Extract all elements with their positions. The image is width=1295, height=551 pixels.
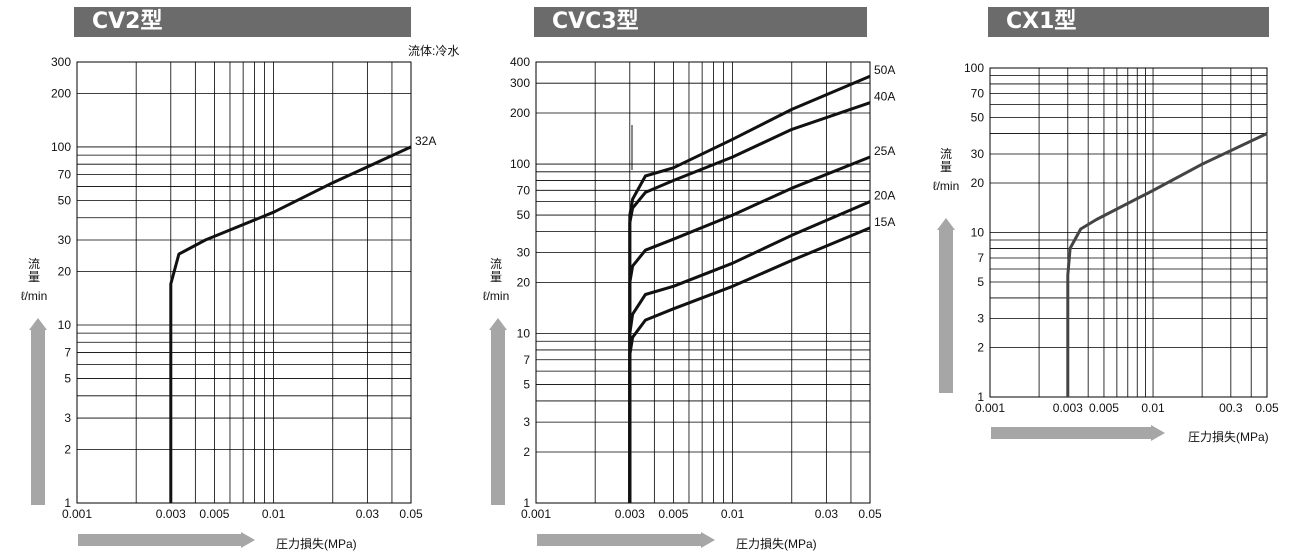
y-axis-arrow — [937, 218, 955, 393]
y-axis-arrow — [489, 318, 507, 505]
y-tick-label: 300 — [51, 55, 71, 69]
x-tick-label: 0.05 — [399, 507, 423, 521]
y-tick-label: 5 — [977, 275, 984, 289]
chart-2: 1 2 3 5 7 10 20 30 50 70 100 0.001 0.003 0.005 0.01 00.… — [933, 61, 1279, 444]
x-tick-label: 0.03 — [356, 507, 380, 521]
y-tick-label: 5 — [523, 378, 530, 392]
y-tick-label: 300 — [510, 76, 530, 90]
x-tick-label: 0.001 — [975, 401, 1005, 415]
y-axis-label-char: 流 — [490, 257, 502, 271]
x-tick-label: 0.01 — [262, 507, 286, 521]
x-tick-label: 0.005 — [199, 507, 229, 521]
series-label: 20A — [874, 189, 895, 203]
x-tick-label: 0.05 — [858, 507, 882, 521]
y-tick-label: 200 — [510, 106, 530, 120]
y-tick-label: 70 — [517, 183, 531, 197]
fluid-note: 流体:冷水 — [408, 44, 460, 58]
y-tick-label: 2 — [523, 445, 530, 459]
x-tick-label: 00.3 — [1219, 401, 1243, 415]
series-line-25A — [628, 155, 871, 503]
series-label: 32A — [415, 134, 436, 148]
y-tick-label: 10 — [971, 226, 985, 240]
series-label: 15A — [874, 215, 895, 229]
x-tick-label: 0.001 — [521, 507, 551, 521]
y-tick-label: 7 — [977, 251, 984, 265]
y-tick-label: 2 — [977, 340, 984, 354]
y-tick-label: 3 — [64, 411, 71, 425]
y-tick-label: 30 — [971, 147, 985, 161]
chart-0: 1 2 3 5 7 10 20 30 50 70 100 200 300 0.001 0.003 0.005 0… — [21, 55, 437, 551]
x-tick-label: 0.003 — [1053, 401, 1083, 415]
y-tick-label: 100 — [51, 140, 71, 154]
chart-1: 1 2 3 5 7 10 20 30 50 70 100 200 300 400 0.001 0.003 0.0… — [483, 55, 896, 551]
y-tick-label: 7 — [523, 353, 530, 367]
x-tick-label: 0.001 — [62, 507, 92, 521]
y-tick-label: 400 — [510, 55, 530, 69]
chart-title-cx1: CX1型 — [988, 7, 1269, 37]
x-tick-label: 0.005 — [658, 507, 688, 521]
y-tick-label: 2 — [64, 442, 71, 456]
y-tick-label: 30 — [58, 233, 72, 247]
chart-title-cv2: CV2型 — [74, 7, 411, 37]
x-axis-arrow — [537, 532, 715, 548]
series-line-20A — [628, 200, 871, 503]
series-label: 50A — [874, 63, 895, 77]
y-tick-label: 20 — [517, 276, 531, 290]
y-tick-label: 50 — [517, 208, 531, 222]
y-axis-label-char: 流 — [940, 147, 952, 161]
series-line-main — [1066, 132, 1268, 397]
x-tick-label: 0.03 — [815, 507, 839, 521]
y-axis-label-char: 量 — [28, 270, 40, 284]
series-line-40A — [628, 101, 871, 503]
y-axis-arrow — [29, 318, 47, 505]
y-tick-label: 10 — [58, 318, 72, 332]
series-line-15A — [628, 226, 871, 503]
x-tick-label: 0.005 — [1089, 401, 1119, 415]
y-tick-label: 50 — [58, 194, 72, 208]
series-line-32A — [169, 145, 412, 503]
y-axis-label-char: 流 — [28, 257, 40, 271]
x-tick-label: 0.05 — [1255, 401, 1279, 415]
plot-frame — [76, 61, 412, 504]
y-tick-label: 50 — [971, 111, 985, 125]
x-axis-label: 圧力損失(MPa) — [736, 536, 817, 551]
y-tick-label: 3 — [523, 415, 530, 429]
series-label: 25A — [874, 144, 895, 158]
y-axis-label-char: 量 — [490, 270, 502, 284]
x-axis-arrow — [991, 425, 1165, 441]
y-tick-label: 100 — [964, 61, 984, 75]
y-tick-label: 20 — [971, 176, 985, 190]
series-label: 40A — [874, 90, 895, 104]
y-tick-label: 1 — [523, 496, 530, 510]
x-axis-label: 圧力損失(MPa) — [1188, 429, 1269, 444]
y-axis-unit: ℓ/min — [21, 289, 48, 303]
y-tick-label: 70 — [58, 168, 72, 182]
y-tick-label: 100 — [510, 157, 530, 171]
x-tick-label: 0.003 — [615, 507, 645, 521]
y-tick-label: 200 — [51, 86, 71, 100]
y-tick-label: 30 — [517, 246, 531, 260]
y-axis-unit: ℓ/min — [483, 289, 510, 303]
y-tick-label: 10 — [517, 327, 531, 341]
x-axis-label: 圧力損失(MPa) — [276, 536, 357, 551]
y-tick-label: 1 — [977, 390, 984, 404]
y-tick-label: 3 — [977, 312, 984, 326]
y-axis-label-char: 量 — [940, 160, 952, 174]
x-tick-label: 0.01 — [1141, 401, 1165, 415]
y-tick-label: 20 — [58, 264, 72, 278]
chart-title-cvc3: CVC3型 — [534, 7, 867, 37]
y-tick-label: 1 — [64, 496, 71, 510]
y-axis-unit: ℓ/min — [933, 179, 960, 193]
y-tick-label: 7 — [64, 346, 71, 360]
y-tick-label: 70 — [971, 86, 985, 100]
x-tick-label: 0.01 — [721, 507, 745, 521]
y-tick-label: 5 — [64, 372, 71, 386]
x-axis-arrow — [78, 532, 255, 548]
x-tick-label: 0.003 — [156, 507, 186, 521]
